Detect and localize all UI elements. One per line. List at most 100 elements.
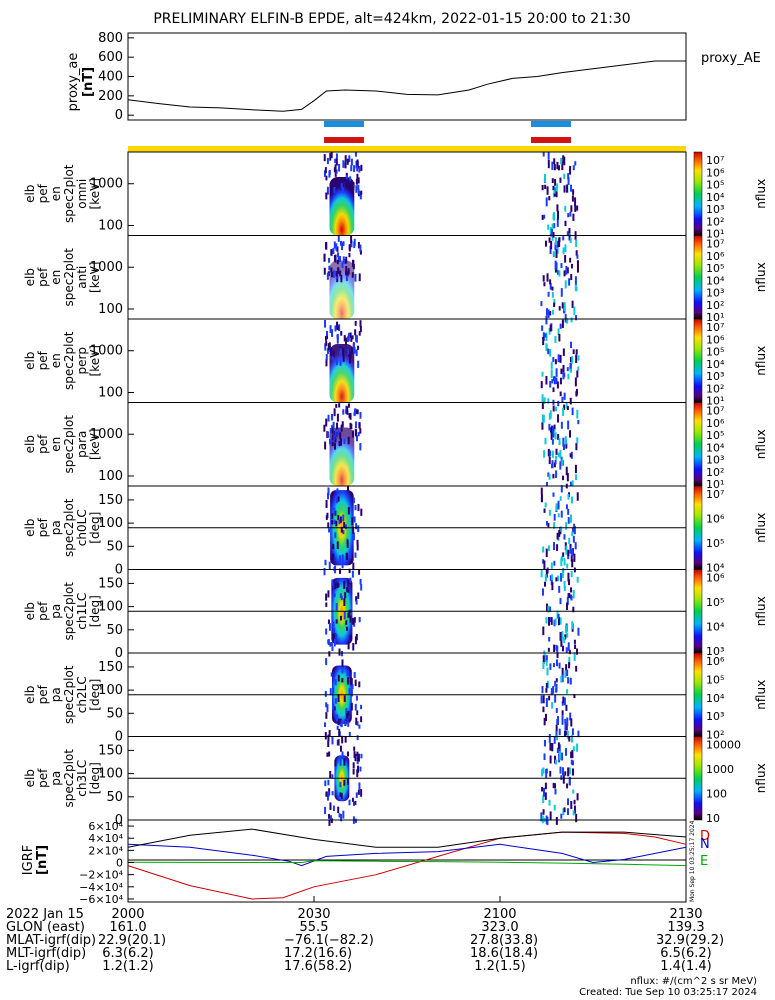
flux-speckle — [335, 270, 338, 277]
spec-ylabel-line: [keV] — [88, 262, 102, 293]
flux-speckle — [337, 515, 340, 521]
flux-speckle — [340, 182, 343, 189]
flux-speckle — [344, 592, 347, 599]
flux-speckle — [334, 164, 337, 172]
flux-speckle — [544, 437, 547, 445]
flux-speckle — [556, 161, 559, 170]
flux-speckle — [556, 381, 559, 389]
flux-speckle — [327, 740, 330, 748]
spec-ylabel-line: pef — [36, 768, 50, 788]
spec-ylabel-line: pef — [36, 434, 50, 454]
flux-speckle — [331, 579, 334, 587]
flux-speckle — [560, 263, 563, 269]
flux-speckle — [350, 158, 353, 166]
proxy-ae-tick-label: 600 — [98, 50, 123, 65]
flux-speckle — [338, 519, 341, 525]
proxy-ae-line — [127, 60, 686, 112]
flux-speckle — [576, 648, 579, 655]
flux-speckle — [349, 635, 352, 641]
spectrogram-frame — [127, 402, 687, 487]
flux-speckle — [360, 716, 363, 723]
flux-speckle — [555, 406, 558, 412]
flux-speckle — [551, 379, 554, 384]
flux-speckle — [565, 522, 568, 530]
flux-speckle — [347, 268, 350, 275]
flux-speckle — [336, 488, 339, 493]
spec-ylabel-line: pef — [36, 684, 50, 704]
flux-speckle — [338, 728, 341, 737]
flux-speckle — [354, 800, 357, 805]
flux-speckle — [329, 771, 332, 779]
flux-speckle — [553, 223, 556, 229]
legend-n: N — [700, 837, 710, 852]
flux-speckle — [360, 704, 363, 710]
flux-speckle — [562, 247, 565, 255]
flux-speckle — [541, 214, 544, 220]
flux-speckle — [355, 349, 358, 357]
igrf-frame — [127, 819, 687, 903]
colorbar-tick-label: 10³ — [706, 203, 724, 216]
flux-speckle — [545, 617, 548, 624]
colorbar — [693, 402, 703, 487]
spec-ylabel-line: elb — [23, 352, 37, 370]
flux-speckle — [554, 788, 557, 795]
flux-speckle — [572, 189, 575, 195]
flux-speckle — [577, 730, 580, 738]
flux-speckle — [349, 677, 352, 685]
flux-speckle — [325, 702, 328, 708]
flux-speckle — [356, 166, 359, 172]
flux-speckle — [345, 707, 348, 716]
flux-speckle — [354, 320, 357, 326]
proxy-ae-tick-label: 200 — [98, 89, 123, 104]
flux-speckle — [357, 242, 360, 249]
flux-speckle — [545, 687, 548, 693]
flux-speckle — [556, 645, 559, 653]
proxy-ae-ylabel: proxy_ae — [66, 53, 81, 112]
flux-speckle — [346, 587, 349, 593]
flux-speckle — [564, 314, 567, 323]
colorbar-tick-label: 100 — [706, 788, 727, 801]
proxy-ae-yunit: [nT] — [81, 67, 96, 97]
flux-speckle — [569, 357, 572, 363]
igrf-lines — [127, 828, 687, 900]
colorbar-zlabel: nflux — [754, 429, 768, 459]
flux-speckle — [550, 578, 553, 586]
spec-ylabel-line: spec2plot — [62, 415, 76, 474]
x-table-cell: 1.2(1.2) — [102, 959, 154, 974]
flux-speckle — [334, 158, 337, 164]
spec-ylabel-line: elb — [23, 435, 37, 453]
flux-speckle — [547, 647, 550, 652]
flux-speckle — [330, 152, 333, 159]
flux-speckle — [571, 356, 574, 364]
flux-speckle — [566, 231, 569, 237]
flux-speckle — [343, 581, 346, 589]
spec-ylabel-line: spec2plot — [62, 248, 76, 307]
flux-speckle — [556, 735, 559, 741]
flux-speckle — [360, 508, 363, 516]
flux-speckle — [346, 751, 349, 757]
spec-ylabel-line: [keV] — [88, 345, 102, 376]
flux-speckle — [559, 496, 562, 501]
flux-speckle — [339, 256, 342, 262]
flux-speckle — [544, 654, 547, 663]
flux-speckle — [328, 651, 331, 657]
flux-speckle — [323, 267, 326, 275]
flux-speckle — [360, 164, 363, 171]
flux-speckle — [326, 794, 329, 801]
flux-speckle — [564, 634, 567, 640]
flux-speckle — [340, 330, 343, 336]
flux-speckle — [560, 510, 563, 518]
spec-ylabel-line: ch1LC — [75, 593, 89, 630]
flux-speckle — [346, 406, 349, 414]
flux-speckle — [567, 420, 570, 430]
flux-speckle — [553, 302, 556, 308]
flux-speckle — [327, 522, 330, 528]
flux-speckle — [549, 811, 552, 820]
flux-speckle — [552, 387, 555, 393]
flux-speckle — [570, 317, 573, 323]
flux-speckle — [568, 278, 571, 286]
colorbar-tick-label: 10⁴ — [706, 191, 725, 204]
flux-speckle — [327, 343, 330, 351]
flux-speckle — [567, 677, 570, 684]
flux-speckle — [359, 766, 362, 772]
